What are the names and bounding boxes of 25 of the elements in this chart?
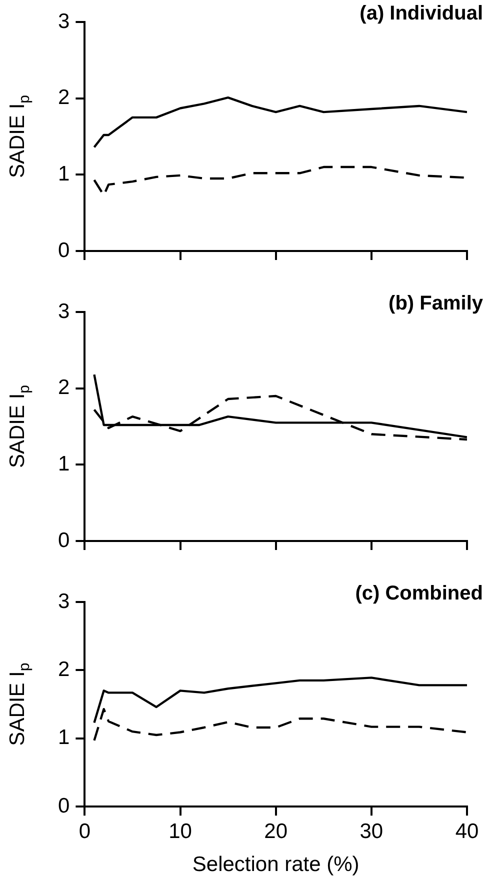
x-tick-label: 10: [168, 820, 192, 843]
x-tick-label: 0: [78, 820, 91, 843]
y-tick-label: 2: [58, 658, 70, 681]
x-tick-label: 20: [264, 820, 288, 843]
x-tick-label: 40: [455, 820, 479, 843]
chart-title: (c) Combined: [355, 582, 483, 605]
x-axis-title: Selection rate (%): [192, 853, 360, 876]
line-series: [93, 708, 467, 742]
y-tick-label: 1: [58, 452, 70, 476]
y-axis-title: SADIE Ip: [6, 384, 33, 468]
y-tick-label: 3: [58, 300, 70, 323]
y-tick-label: 1: [58, 726, 70, 750]
y-tick-label: 1: [58, 162, 70, 186]
y-tick-label: 0: [58, 238, 70, 262]
y-tick-label: 0: [58, 528, 70, 552]
y-tick-label: 3: [58, 10, 70, 33]
chart-title: (a) Individual: [360, 2, 483, 25]
y-tick-label: 3: [58, 590, 70, 613]
x-tick-label: 30: [360, 820, 384, 843]
y-tick-label: 0: [58, 794, 70, 818]
y-tick-label: 2: [58, 86, 70, 110]
y-axis-title: SADIE Ip: [6, 94, 33, 178]
y-tick-label: 2: [58, 376, 70, 400]
y-axis-title: SADIE Ip: [6, 662, 33, 746]
chart-title: (b) Family: [388, 292, 484, 315]
